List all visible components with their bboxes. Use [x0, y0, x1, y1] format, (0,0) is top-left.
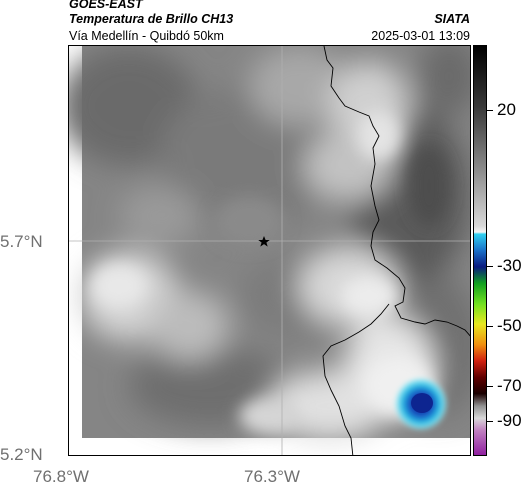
cold-cloud-core — [411, 393, 433, 413]
colorbar — [473, 45, 487, 456]
route-subtitle: Vía Medellín - Quibdó 50km — [69, 29, 224, 43]
colorbar-label-neg90: -90 — [497, 411, 522, 430]
colorbar-label-20: 20 — [497, 100, 516, 119]
satellite-imagery — [69, 46, 470, 455]
colorbar-tick — [487, 326, 493, 327]
lat-label-5-2: 5.2°N — [0, 445, 43, 464]
colorbar-tick — [487, 266, 493, 267]
star-marker[interactable] — [258, 236, 270, 247]
colorbar-tick — [487, 386, 493, 387]
lon-label-76-8: 76.8°W — [33, 467, 89, 486]
product-title: Temperatura de Brillo CH13 — [69, 12, 234, 26]
map-panel[interactable] — [68, 45, 471, 456]
timestamp-label: 2025-03-01 13:09 — [371, 29, 470, 43]
satellite-title: GOES-EAST — [69, 0, 143, 11]
lon-label-76-3: 76.3°W — [244, 467, 300, 486]
department-boundary-south — [322, 303, 390, 455]
colorbar-tick — [487, 110, 493, 111]
colorbar-label-neg30: -30 — [497, 256, 522, 275]
colorbar-label-neg70: -70 — [497, 376, 522, 395]
colorbar-tick — [487, 421, 493, 422]
organization-label: SIATA — [434, 12, 470, 26]
colorbar-label-neg50: -50 — [497, 316, 522, 335]
department-boundary — [323, 46, 470, 337]
lat-label-5-7: 5.7°N — [0, 232, 43, 251]
